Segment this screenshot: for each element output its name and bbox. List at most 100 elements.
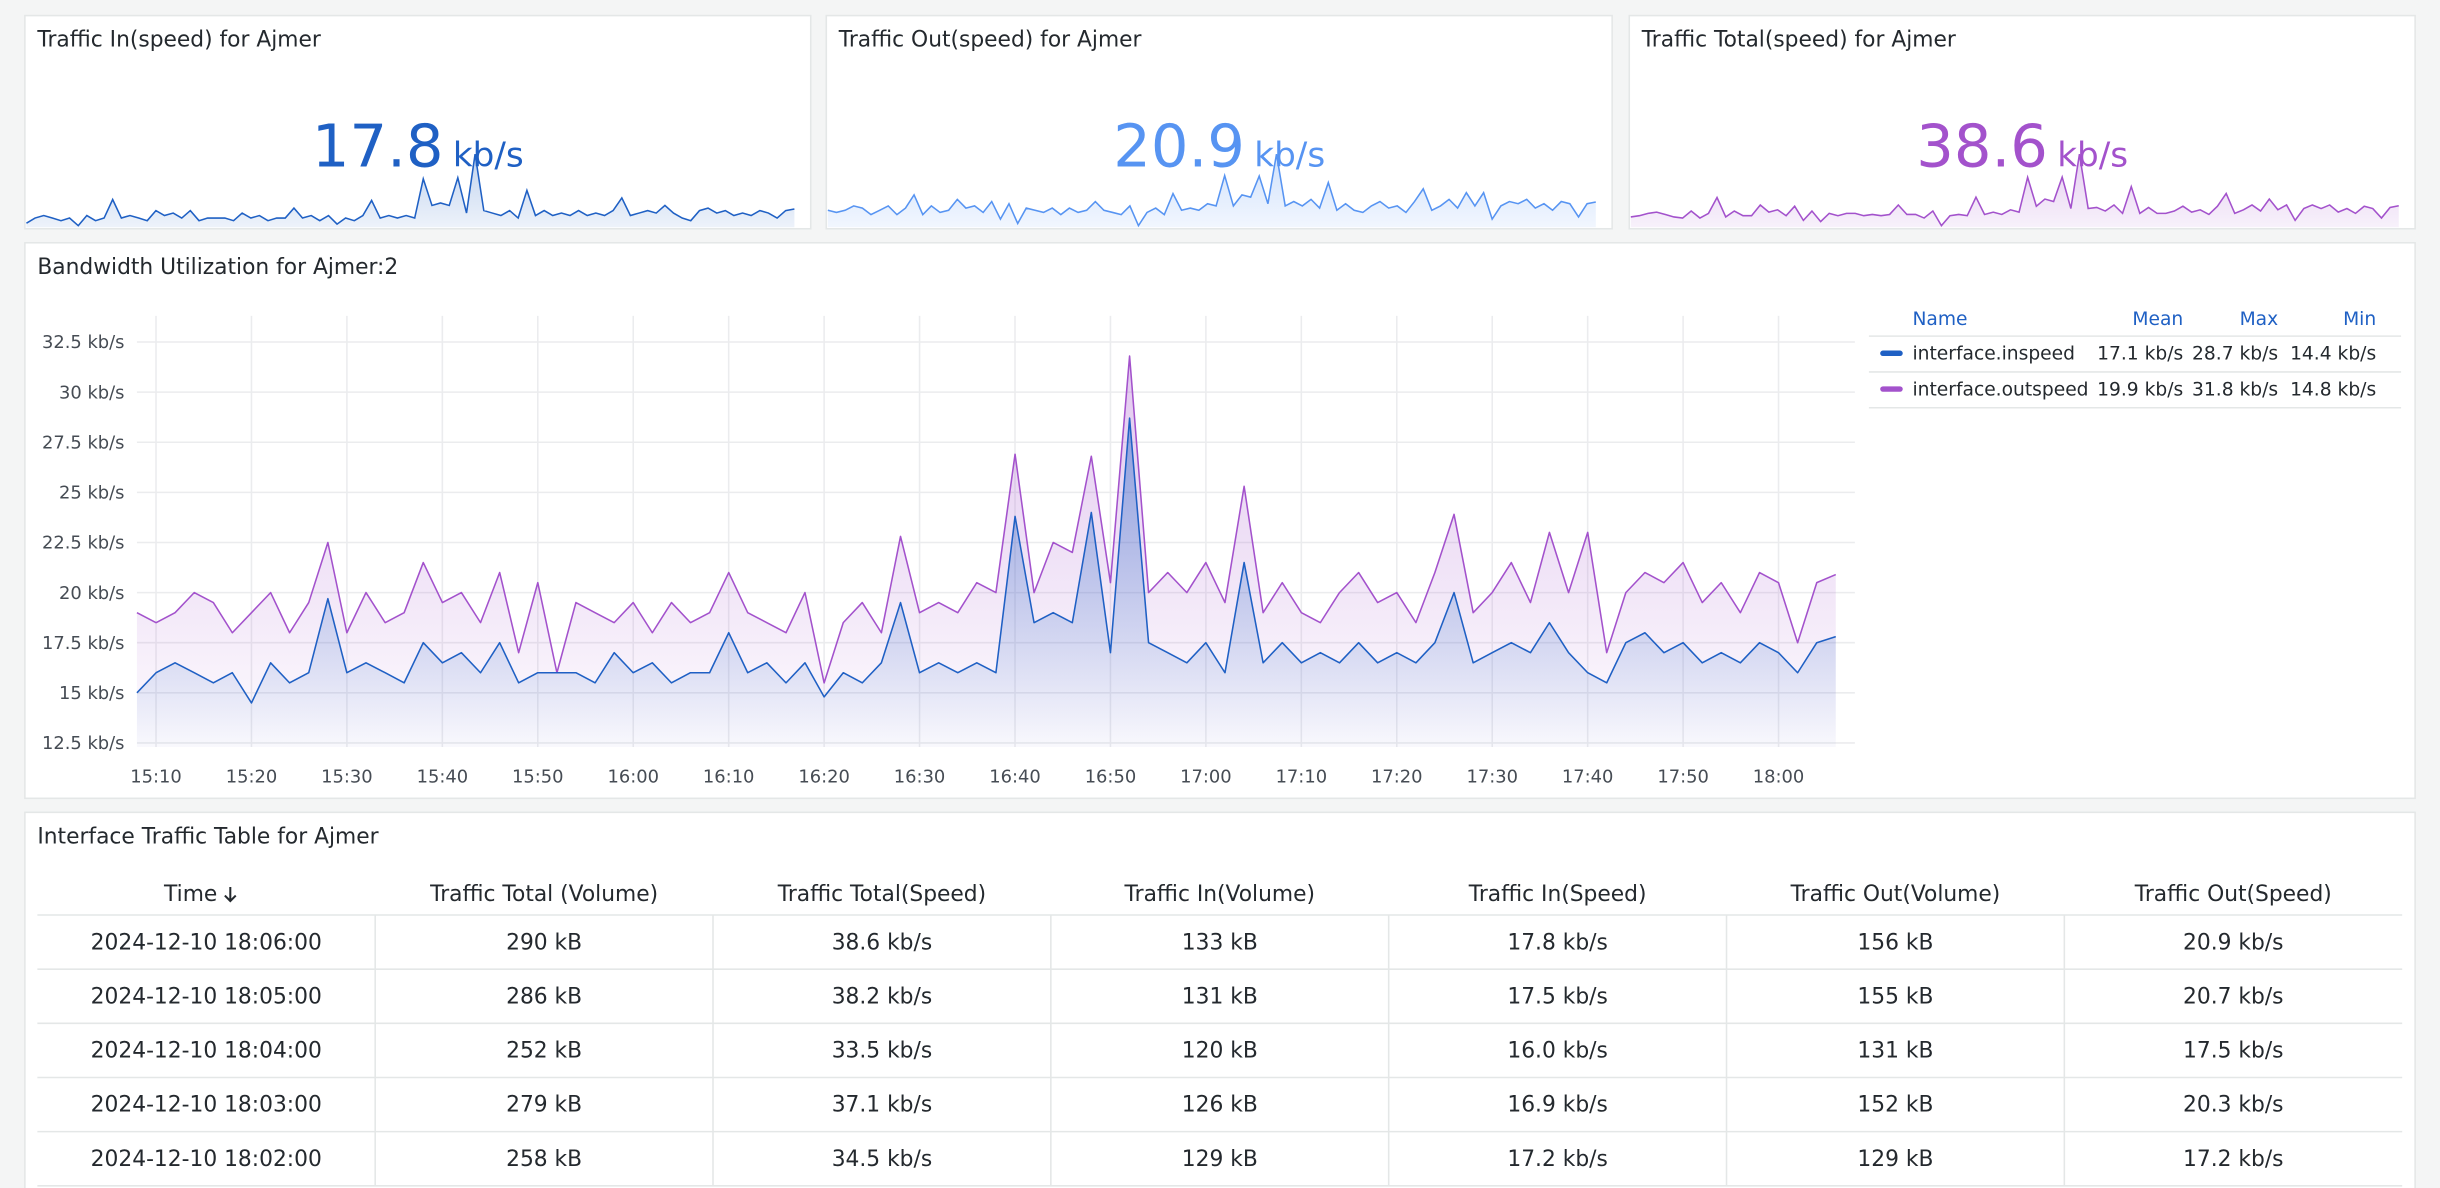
stat-number: 17.8 [312,112,444,181]
table-cell: 38.2 kb/s [832,984,932,1009]
table-cell: 17.5 kb/s [2183,1039,2283,1064]
y-tick-label: 12.5 kb/s [42,733,125,754]
table-cell: 279 kB [506,1093,582,1118]
x-tick-label: 18:00 [1753,767,1805,788]
x-tick-label: 16:50 [1085,767,1137,788]
legend-stat: 14.4 kb/s [2290,343,2376,364]
x-tick-label: 16:10 [703,767,755,788]
y-tick-label: 17.5 kb/s [42,633,125,654]
x-tick-label: 16:30 [894,767,946,788]
y-tick-label: 20 kb/s [59,583,124,604]
table-cell: 155 kB [1857,984,1933,1009]
table-cell: 120 kB [1182,1039,1258,1064]
x-tick-label: 17:20 [1371,767,1423,788]
legend-name[interactable]: interface.outspeed [1912,379,2088,400]
table-cell: 34.5 kb/s [832,1147,932,1172]
y-tick-label: 32.5 kb/s [42,332,125,353]
panel [1628,14,2416,230]
table-cell: 2024-12-10 18:02:00 [91,1147,322,1172]
table-cell: 38.6 kb/s [832,930,932,955]
table-cell: 156 kB [1857,930,1933,955]
stat-title: Traffic Total(speed) for Ajmer [1641,28,1956,53]
legend-header: Mean [2132,309,2183,330]
stat-title: Traffic Out(speed) for Ajmer [838,28,1142,53]
column-header[interactable]: Traffic Total (Volume) [429,882,658,907]
panel-title: Bandwidth Utilization for Ajmer:2 [37,255,398,280]
y-tick-label: 27.5 kb/s [42,432,125,453]
column-header[interactable]: Traffic Out(Speed) [2134,882,2332,907]
legend-stat: 19.9 kb/s [2097,379,2183,400]
table-cell: 16.0 kb/s [1507,1039,1607,1064]
table-cell: 17.5 kb/s [1507,984,1607,1009]
panel [24,14,812,230]
stat-number: 20.9 [1113,112,1245,181]
stat-unit: kb/s [2057,136,2128,176]
table-cell: 20.7 kb/s [2183,984,2283,1009]
table-cell: 131 kB [1182,984,1258,1009]
table-cell: 17.8 kb/s [1507,930,1607,955]
x-tick-label: 15:30 [321,767,373,788]
sparkline [827,153,1596,228]
table-cell: 152 kB [1857,1093,1933,1118]
table-cell: 2024-12-10 18:04:00 [91,1039,322,1064]
x-tick-label: 15:50 [512,767,564,788]
legend-stat: 14.8 kb/s [2290,379,2376,400]
stat-value: 38.6 kb/s [1916,112,2128,181]
x-tick-label: 15:10 [130,767,182,788]
x-tick-label: 15:40 [417,767,469,788]
column-header[interactable]: Traffic In(Volume) [1124,882,1315,907]
sparkline-area [1630,154,2399,228]
table-cell: 129 kB [1182,1147,1258,1172]
sort-icon [224,887,237,903]
x-tick-label: 17:30 [1466,767,1518,788]
sparkline [1630,153,2399,228]
y-tick-label: 30 kb/s [59,382,124,403]
table-cell: 252 kB [506,1039,582,1064]
table-cell: 2024-12-10 18:06:00 [91,930,322,955]
table-cell: 2024-12-10 18:03:00 [91,1093,322,1118]
table-cell: 16.9 kb/s [1507,1093,1607,1118]
series-line [136,417,1836,704]
table-cell: 17.2 kb/s [2183,1147,2283,1172]
legend-name[interactable]: interface.inspeed [1912,343,2075,364]
x-tick-label: 17:10 [1276,767,1328,788]
column-header[interactable]: Traffic Total(Speed) [777,882,986,907]
panel [24,811,2416,1188]
panel-title: Interface Traffic Table for Ajmer [37,824,378,849]
x-tick-label: 16:00 [607,767,659,788]
stat-value: 20.9 kb/s [1113,112,1325,181]
table-cell: 17.2 kb/s [1507,1147,1607,1172]
series-line [136,355,1837,684]
column-header[interactable]: Traffic In(Speed) [1468,882,1647,907]
table-cell: 258 kB [506,1147,582,1172]
table-cell: 37.1 kb/s [832,1093,932,1118]
table-cell: 33.5 kb/s [832,1039,932,1064]
stat-unit: kb/s [453,136,524,176]
legend-stat: 31.8 kb/s [2192,379,2278,400]
legend-stat: 28.7 kb/s [2192,343,2278,364]
legend-header: Max [2240,309,2279,330]
y-tick-label: 22.5 kb/s [42,533,125,554]
x-tick-label: 16:20 [798,767,850,788]
stat-number: 38.6 [1916,112,2048,181]
table-cell: 290 kB [506,930,582,955]
x-tick-label: 17:40 [1562,767,1614,788]
sparkline-area [827,154,1596,228]
legend-stat: 17.1 kb/s [2097,343,2183,364]
column-header[interactable]: Time [163,882,217,907]
stat-title: Traffic In(speed) for Ajmer [36,28,321,53]
area-fill [136,418,1836,747]
table-cell: 286 kB [506,984,582,1009]
table-cell: 126 kB [1182,1093,1258,1118]
x-tick-label: 17:50 [1657,767,1709,788]
stat-unit: kb/s [1254,136,1325,176]
x-tick-label: 15:20 [226,767,278,788]
column-header[interactable]: Traffic Out(Volume) [1790,882,2001,907]
sparkline [26,153,795,227]
table-cell: 133 kB [1182,930,1258,955]
legend-header: Min [2343,309,2376,330]
table-cell: 129 kB [1857,1147,1933,1172]
table-cell: 20.3 kb/s [2183,1093,2283,1118]
sparkline-area [26,154,795,228]
